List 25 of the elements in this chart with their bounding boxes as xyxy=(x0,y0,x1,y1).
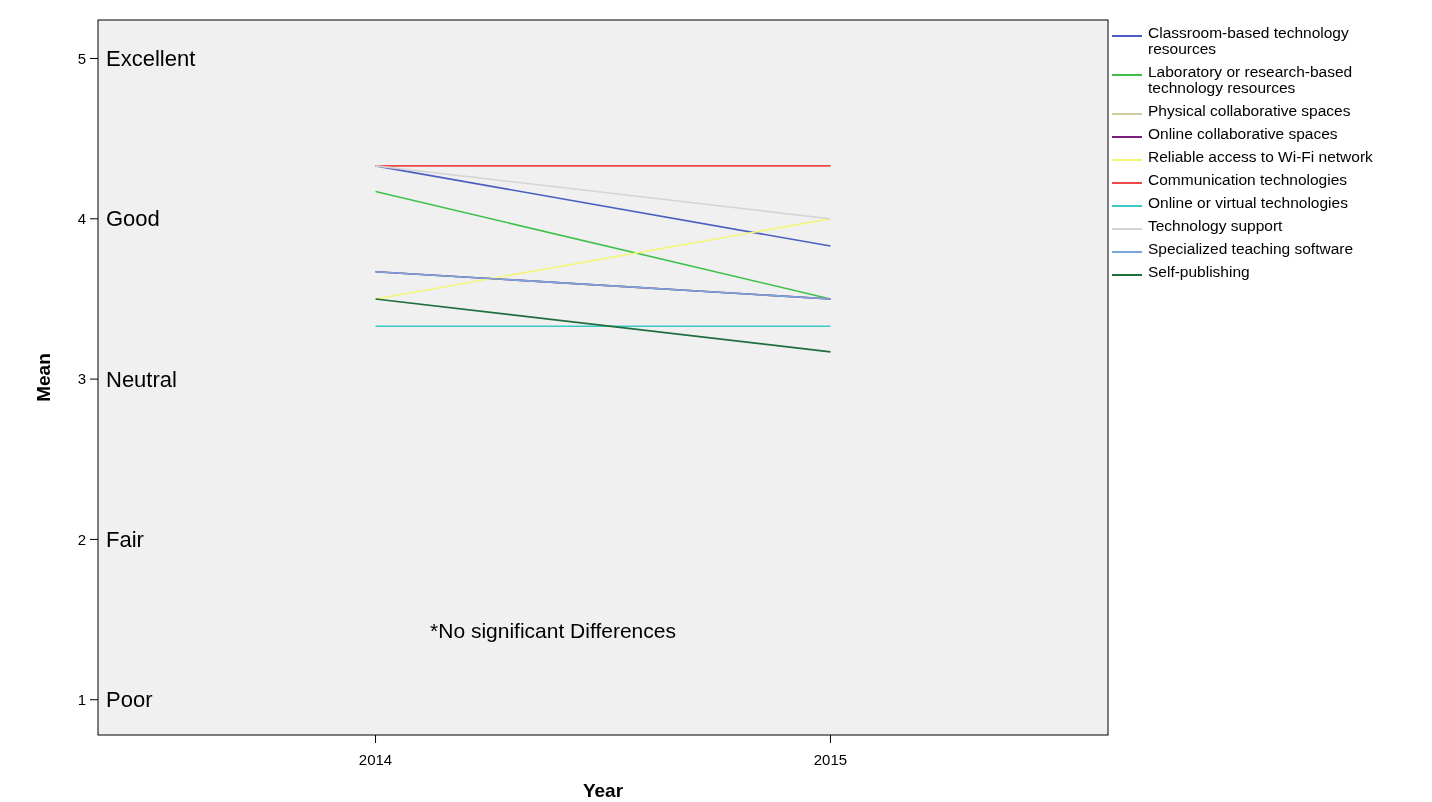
legend-label: Technology support xyxy=(1148,216,1284,234)
y-tick-label: 5 xyxy=(77,49,86,67)
annotation: Neutral xyxy=(106,366,177,392)
annotation: Excellent xyxy=(106,46,196,72)
x-tick-label: 2014 xyxy=(358,751,393,768)
y-tick-label: 2 xyxy=(77,530,86,548)
x-axis-title: Year xyxy=(582,780,624,801)
legend-label: Physical collaborative spaces xyxy=(1148,101,1351,119)
x-tick-label: 2015 xyxy=(813,751,848,768)
y-axis-title: Mean xyxy=(33,353,54,402)
legend-label: Self-publishing xyxy=(1148,262,1250,280)
y-tick-label: 1 xyxy=(77,690,86,708)
legend-label: Classroom-based technology resources xyxy=(1148,23,1349,57)
legend-label: Online collaborative spaces xyxy=(1148,124,1338,142)
y-tick-label: 3 xyxy=(77,370,86,388)
legend-label: Online or virtual technologies xyxy=(1148,193,1349,211)
annotation: Good xyxy=(106,206,160,232)
legend-label: Specialized teaching software xyxy=(1148,239,1354,257)
legend-label: Reliable access to Wi-Fi network xyxy=(1148,147,1374,165)
annotation: *No significant Differences xyxy=(430,619,676,642)
annotation: Poor xyxy=(106,687,153,713)
legend-label: Communication technologies xyxy=(1148,170,1348,188)
annotation: Fair xyxy=(106,527,144,553)
legend-label: Laboratory or research-based technology resources xyxy=(1148,62,1353,96)
y-tick-label: 4 xyxy=(77,210,86,228)
